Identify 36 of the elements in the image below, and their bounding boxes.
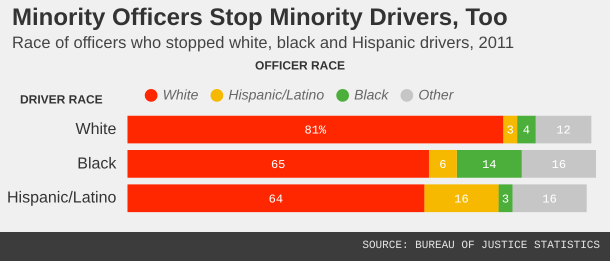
bar xyxy=(456,150,522,178)
data-label: 3 xyxy=(502,192,510,206)
chart-subtitle: Race of officers who stopped white, black and Hispanic drivers, 2011 xyxy=(12,34,514,53)
legend-label: Other xyxy=(418,86,455,102)
bar xyxy=(424,184,499,212)
legend-label: Black xyxy=(354,86,390,102)
data-label: 4 xyxy=(522,124,530,138)
data-label: 16 xyxy=(542,192,557,206)
bar xyxy=(503,116,518,144)
data-label: 65 xyxy=(270,158,286,172)
bar xyxy=(127,116,504,144)
bar xyxy=(512,184,587,212)
bar xyxy=(522,150,596,178)
y-tick-label: White xyxy=(75,120,116,138)
y-tick-label: Black xyxy=(77,155,118,172)
y-tick-label: Hispanic/Latino xyxy=(6,190,116,207)
data-label: 14 xyxy=(482,158,496,172)
bar xyxy=(127,184,424,212)
data-label: 3 xyxy=(506,124,514,138)
bar xyxy=(428,150,457,178)
bar xyxy=(536,116,592,144)
bar xyxy=(517,116,536,144)
bar xyxy=(127,150,429,178)
legend-title: OFFICER RACE xyxy=(255,58,345,72)
data-label: 64 xyxy=(268,192,284,206)
legend-label: White xyxy=(162,86,199,102)
bar xyxy=(498,184,512,212)
data-label: 16 xyxy=(552,158,566,172)
legend-label: Hispanic/Latino xyxy=(228,86,324,102)
data-label: 16 xyxy=(454,192,469,206)
chart-title: Minority Officers Stop Minority Drivers, Too xyxy=(12,4,508,32)
y-axis-title: DRIVER RACE xyxy=(20,92,103,106)
source-note: SOURCE: BUREAU OF JUSTICE STATISTICS xyxy=(362,240,600,252)
data-label: 12 xyxy=(556,124,571,138)
data-label: 6 xyxy=(439,158,446,172)
data-label: 81% xyxy=(304,124,327,138)
